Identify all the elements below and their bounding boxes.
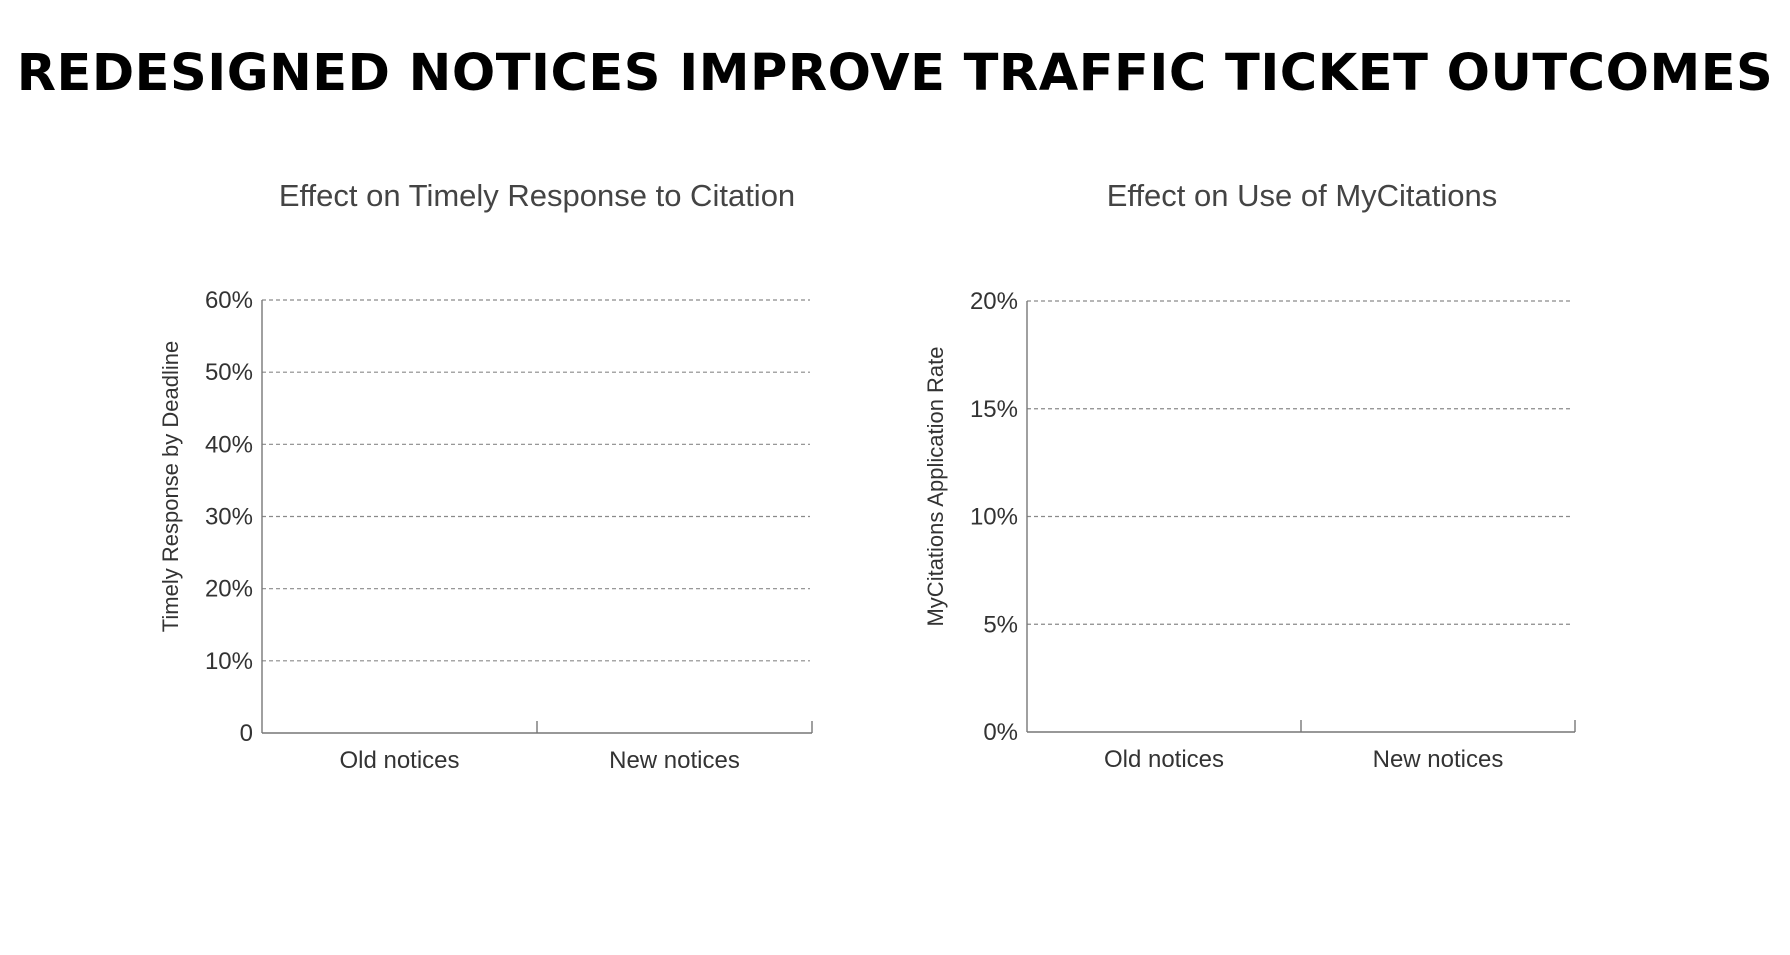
- y-axis-title: MyCitations Application Rate: [923, 346, 948, 626]
- y-tick-label: 30%: [205, 504, 253, 531]
- chart-timely-response: Effect on Timely Response to Citation 0 10…: [158, 178, 813, 774]
- y-tick-label: 20%: [205, 576, 253, 603]
- x-category-label: New notices: [609, 747, 740, 774]
- y-tick-label: 0: [240, 720, 253, 747]
- y-tick-label: 15%: [970, 396, 1018, 423]
- x-category-label: Old notices: [1104, 746, 1224, 773]
- chart-title: Effect on Use of MyCitations: [1107, 178, 1498, 213]
- y-tick-label: 20%: [970, 288, 1018, 315]
- y-axis-title: Timely Response by Deadline: [158, 341, 183, 632]
- y-tick-label: 5%: [983, 611, 1018, 638]
- y-tick-label: 10%: [205, 648, 253, 675]
- x-category-label: Old notices: [339, 747, 459, 774]
- y-tick-label: 60%: [205, 287, 253, 314]
- y-tick-label: 10%: [970, 504, 1018, 531]
- chart-title: Effect on Timely Response to Citation: [279, 178, 795, 213]
- x-category-label: New notices: [1373, 746, 1504, 773]
- chart-mycitations-use: Effect on Use of MyCitations 0% 5% 10% 15% 20…: [923, 178, 1576, 773]
- y-tick-label: 50%: [205, 359, 253, 386]
- y-tick-label: 0%: [983, 719, 1018, 746]
- y-tick-label: 40%: [205, 431, 253, 458]
- page-title: REDESIGNED NOTICES IMPROVE TRAFFIC TICKE…: [16, 44, 1774, 103]
